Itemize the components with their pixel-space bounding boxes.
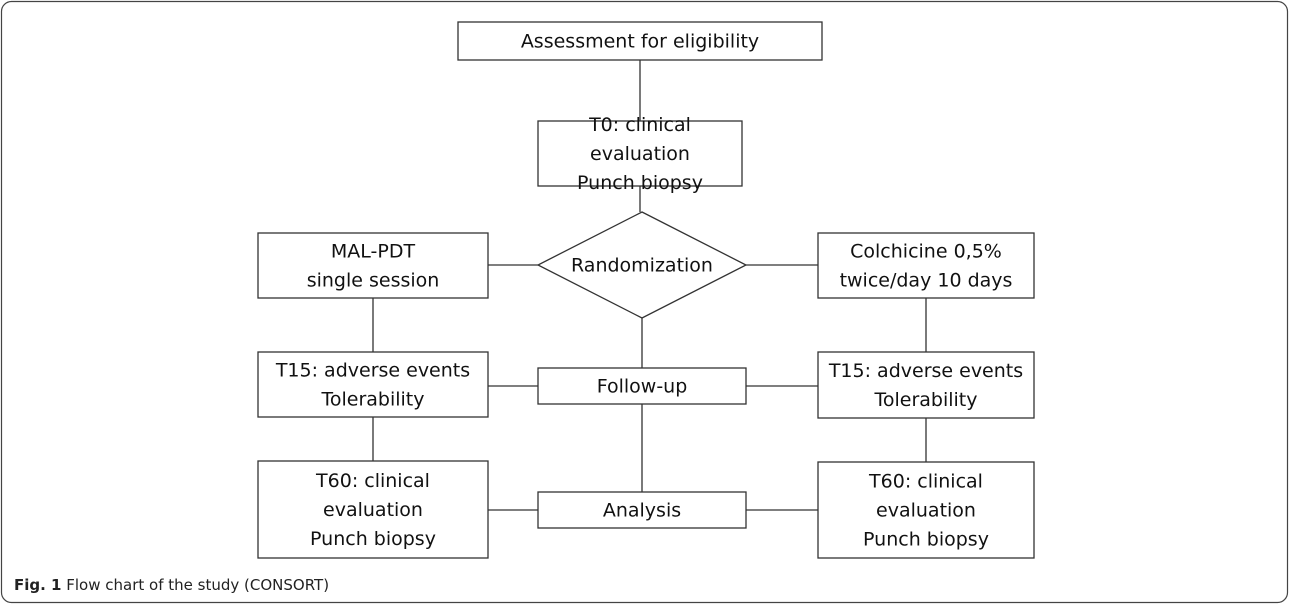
node-box xyxy=(817,461,1035,559)
node-box xyxy=(257,232,489,299)
caption-label: Fig. 1 xyxy=(14,576,61,594)
node-label: T60: clinical xyxy=(868,471,983,493)
node-label: Randomization xyxy=(571,255,713,277)
node-label: MAL-PDT xyxy=(331,241,416,263)
node-label: evaluation xyxy=(876,500,976,522)
node: T15: adverse events Tolerability xyxy=(257,351,489,418)
decision-shape xyxy=(536,211,748,319)
node: Analysis xyxy=(537,491,747,529)
caption-text: Flow chart of the study (CONSORT) xyxy=(66,576,329,594)
node-box xyxy=(257,460,489,559)
node-box xyxy=(537,367,747,405)
node: Randomization xyxy=(536,211,748,319)
node: Colchicine 0,5% twice/day 10 days xyxy=(817,232,1035,299)
node-label: Tolerability xyxy=(320,389,424,411)
node: MAL-PDT single session xyxy=(257,232,489,299)
node-box xyxy=(457,21,823,61)
node-label: Colchicine 0,5% xyxy=(850,241,1002,263)
node-label: Punch biopsy xyxy=(577,172,703,194)
node-label: T60: clinical xyxy=(315,470,430,492)
node-box xyxy=(537,120,743,187)
node-label: evaluation xyxy=(590,143,690,165)
node: T60: clinical evaluation Punch biopsy xyxy=(817,461,1035,559)
node-box xyxy=(257,351,489,418)
node-label: T15: adverse events xyxy=(275,360,470,382)
node: Assessment for eligibility xyxy=(457,21,823,61)
connectors xyxy=(372,60,927,511)
node-label: Punch biopsy xyxy=(863,529,989,551)
node: Follow-up xyxy=(537,367,747,405)
node: T15: adverse events Tolerability xyxy=(817,351,1035,419)
node-label: Follow-up xyxy=(597,376,688,398)
node-box xyxy=(817,351,1035,419)
node: T60: clinical evaluation Punch biopsy xyxy=(257,460,489,559)
node-label: T15: adverse events xyxy=(828,360,1023,382)
node-label: Analysis xyxy=(603,500,681,522)
node-label: evaluation xyxy=(323,499,423,521)
node-label: single session xyxy=(307,270,440,292)
node-label: Assessment for eligibility xyxy=(521,31,759,53)
node-label: twice/day 10 days xyxy=(840,270,1013,292)
node-box xyxy=(817,232,1035,299)
node: T0: clinical evaluation Punch biopsy xyxy=(537,114,743,194)
node-label: Punch biopsy xyxy=(310,528,436,550)
node-label: T0: clinical xyxy=(588,114,691,136)
node-label: Tolerability xyxy=(873,389,977,411)
caption: Fig. 1 Flow chart of the study (CONSORT) xyxy=(14,576,329,594)
node-box xyxy=(537,491,747,529)
